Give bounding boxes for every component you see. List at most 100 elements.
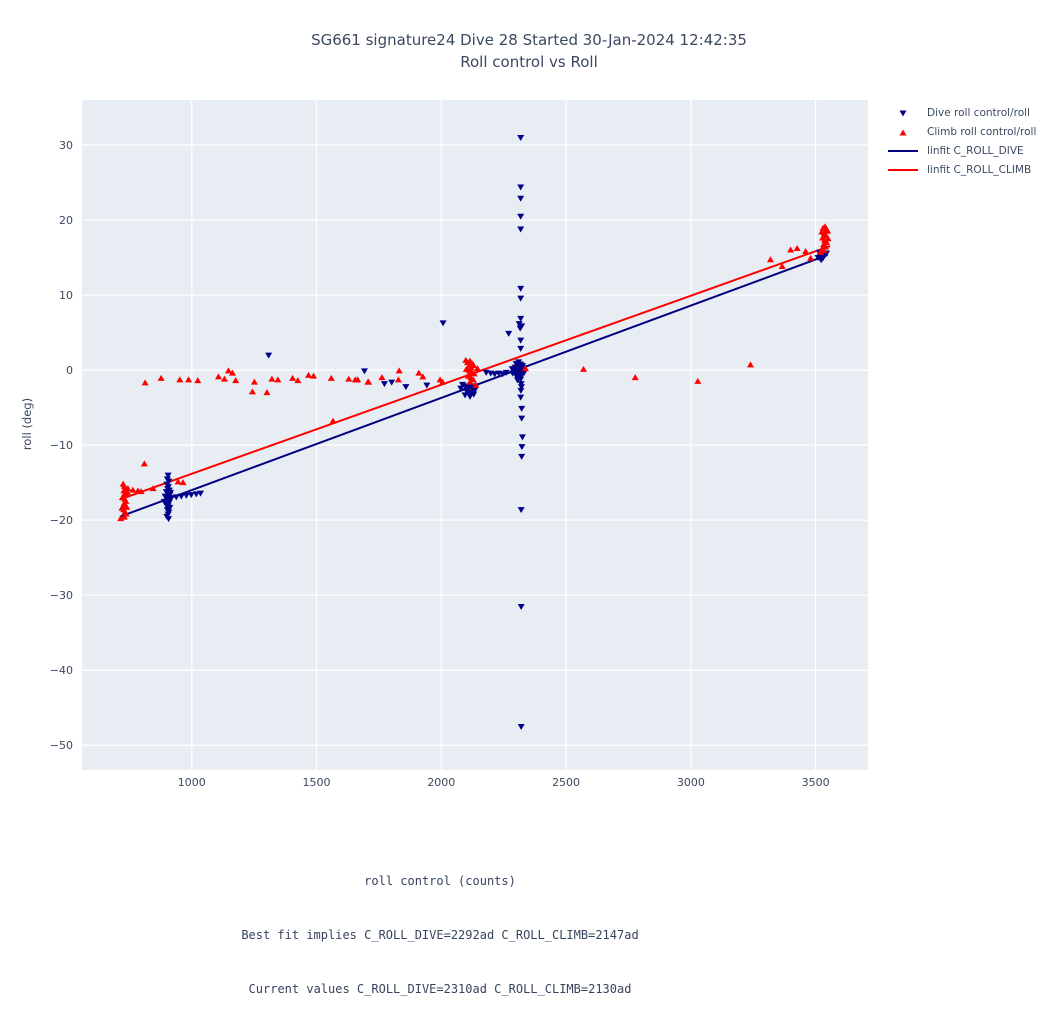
bestfit-annotation: Best fit implies C_ROLL_DIVE=2292ad C_RO…: [241, 928, 639, 942]
data-point-marker: [466, 378, 474, 385]
data-point-marker: [505, 330, 513, 337]
data-point-marker: [817, 257, 825, 264]
x-tick-label: 3500: [802, 776, 830, 789]
x-axis-label: roll control (counts): [364, 874, 516, 888]
data-point-marker: [220, 375, 228, 382]
data-point-marker: [161, 493, 169, 500]
data-point-marker: [380, 381, 388, 388]
data-point-marker: [472, 381, 480, 388]
data-point-marker: [176, 376, 184, 383]
figure: SG661 signature24 Dive 28 Started 30-Jan…: [0, 29, 1058, 996]
data-point-marker: [509, 370, 517, 377]
data-point-marker: [517, 603, 525, 610]
legend-label: Dive roll control/roll: [927, 106, 1030, 119]
chart-subtitle: Roll control vs Roll: [460, 53, 598, 71]
data-point-marker: [513, 377, 521, 384]
data-point-marker: [167, 495, 175, 502]
data-point-marker: [518, 434, 526, 441]
data-point-marker: [517, 184, 525, 191]
data-point-marker: [402, 384, 410, 391]
data-point-marker: [517, 394, 525, 401]
data-point-marker: [165, 499, 173, 506]
legend-label: linfit C_ROLL_DIVE: [927, 144, 1024, 157]
data-point-marker: [354, 376, 362, 383]
data-point-marker: [517, 364, 525, 371]
data-point-marker: [327, 374, 335, 381]
data-point-marker: [746, 361, 754, 368]
data-point-marker: [694, 377, 702, 384]
data-point-marker: [232, 377, 240, 384]
data-point-marker: [419, 373, 427, 380]
data-point-marker: [140, 460, 148, 467]
y-tick-label: −10: [50, 439, 73, 452]
data-point-marker: [518, 405, 526, 412]
data-point-marker: [192, 491, 200, 498]
data-point-marker: [517, 723, 525, 730]
legend-item: Climb roll control/roll: [886, 125, 1036, 138]
data-point-marker: [388, 379, 396, 386]
data-point-marker: [228, 369, 236, 376]
data-point-marker: [185, 376, 193, 383]
data-point-marker: [395, 367, 403, 374]
legend-label: Climb roll control/roll: [927, 125, 1037, 138]
data-point-marker: [491, 371, 499, 378]
data-point-marker: [824, 227, 832, 234]
data-point-marker: [508, 366, 516, 373]
data-point-marker: [248, 388, 256, 395]
data-point-marker: [164, 472, 172, 479]
data-point-marker: [516, 367, 524, 374]
data-point-marker: [517, 135, 525, 142]
data-point-marker: [187, 492, 195, 499]
data-point-marker: [631, 374, 639, 381]
legend-item: linfit C_ROLL_CLIMB: [886, 163, 1036, 176]
data-point-marker: [118, 504, 126, 511]
data-point-marker: [517, 384, 525, 391]
plot-area: 1000 1500 2000 2500 3000 3500 30 20 10 0 −10 −20 −30…: [50, 100, 868, 789]
plot-background: [82, 100, 868, 770]
legend-label: linfit C_ROLL_CLIMB: [927, 163, 1032, 176]
data-point-marker: [766, 256, 774, 263]
data-point-marker: [310, 372, 318, 379]
x-tick-label: 3000: [677, 776, 705, 789]
data-point-marker: [517, 213, 525, 220]
data-point-marker: [274, 376, 282, 383]
data-point-marker: [517, 345, 525, 352]
data-point-marker: [518, 444, 526, 451]
data-point-marker: [517, 337, 525, 344]
data-point-marker: [124, 485, 132, 492]
data-point-marker: [305, 371, 313, 378]
data-point-marker: [263, 389, 271, 396]
data-point-marker: [470, 370, 478, 377]
data-point-marker: [462, 356, 470, 363]
scatter-series: [117, 223, 832, 522]
data-point-marker: [172, 494, 180, 501]
data-point-marker: [807, 254, 815, 261]
data-point-marker: [265, 352, 273, 359]
x-tick-label: 1500: [303, 776, 331, 789]
data-point-marker: [517, 295, 525, 302]
data-point-marker: [329, 417, 337, 424]
data-point-marker: [197, 490, 205, 497]
x-tick-label: 2000: [427, 776, 455, 789]
data-point-marker: [521, 365, 529, 372]
data-point-marker: [120, 513, 128, 520]
legend-triangle-up-icon: [899, 129, 907, 135]
data-point-marker: [470, 362, 478, 369]
data-point-marker: [364, 378, 372, 385]
title-block: SG661 signature24 Dive 28 Started 30-Jan…: [0, 29, 1058, 73]
data-point-marker: [516, 325, 524, 332]
data-point-marker: [250, 378, 258, 385]
data-point-marker: [378, 374, 386, 381]
data-point-marker: [518, 415, 526, 422]
y-tick-label: −40: [50, 664, 73, 677]
data-point-marker: [802, 248, 810, 255]
data-point-marker: [177, 493, 185, 500]
x-axis-label-block: roll control (counts) Best fit implies C…: [0, 836, 880, 1034]
data-point-marker: [778, 263, 786, 270]
data-point-marker: [149, 485, 157, 492]
y-tick-label: 0: [66, 364, 73, 377]
data-point-marker: [224, 367, 232, 374]
current-values-annotation: Current values C_ROLL_DIVE=2310ad C_ROLL…: [248, 982, 632, 996]
y-tick-label: 30: [59, 139, 73, 152]
legend: Dive roll control/roll Climb roll control…: [886, 106, 1036, 176]
